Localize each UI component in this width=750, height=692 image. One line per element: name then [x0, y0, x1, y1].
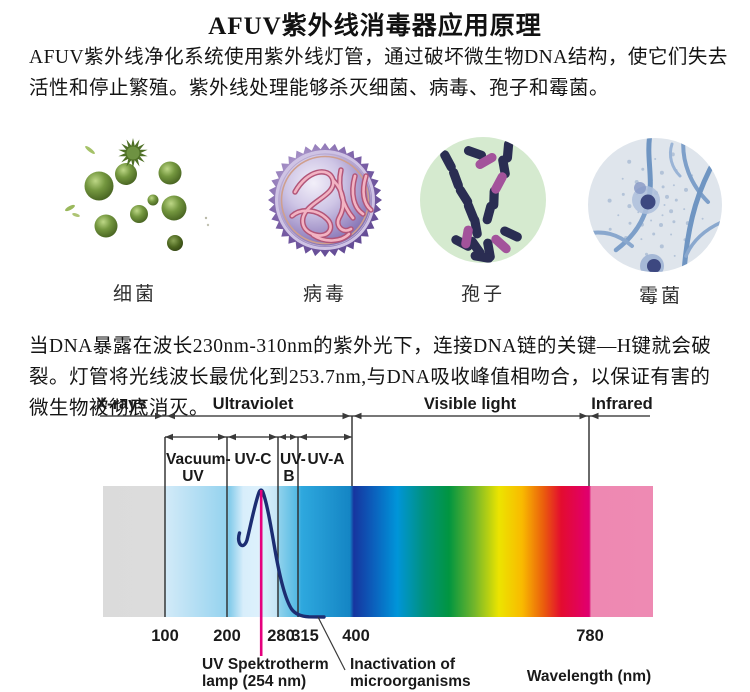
spore-label: 孢子: [460, 284, 505, 305]
bacteria-image: [65, 138, 210, 251]
virus-rna-ribbon: [289, 167, 374, 244]
region-label-uv: Ultraviolet: [213, 395, 294, 413]
spore-image: [420, 137, 546, 263]
tick-200: 200: [213, 627, 241, 645]
tick-400: 400: [342, 627, 370, 645]
subband-label-uvb-line1: UV-: [280, 451, 306, 468]
tick-280: 280: [267, 627, 295, 645]
subband-label-vacuum-uv-line2: UV: [182, 468, 204, 485]
inactivation-label-line2: microorganisms: [350, 673, 471, 690]
tick-780: 780: [576, 627, 604, 645]
spectrum-diagram: X-rays Ultraviolet Visible light Infrare…: [96, 395, 653, 690]
bacteria-label: 细菌: [112, 284, 157, 305]
subband-label-vacuum-uv-line1: Vacuum-: [166, 451, 231, 468]
spectrum-bar: [103, 486, 653, 617]
subband-label-uva: UV-A: [307, 451, 344, 468]
virus-label: 病毒: [302, 284, 347, 305]
uv-emission-curve: [236, 488, 326, 619]
tick-315: 315: [291, 627, 319, 645]
inactivation-label-line1: Inactivation of: [350, 656, 456, 673]
region-label-infrared: Infrared: [591, 395, 652, 413]
inactivation-leader-line: [317, 616, 346, 671]
virus-image: [268, 143, 382, 257]
tick-100: 100: [151, 627, 179, 645]
mold-spore-heads: [632, 182, 664, 272]
mold-image: [588, 138, 722, 272]
region-label-xrays: X-rays: [96, 395, 146, 413]
intro-paragraph: AFUV紫外线净化系统使用紫外线灯管，通过破坏微生物DNA结构，使它们失去活性和…: [29, 47, 728, 99]
lamp-label-line1: UV Spektrotherm: [202, 656, 329, 673]
dna-paragraph: 当DNA暴露在波长230nm-310nm的紫外光下，连接DNA链的关键—H键就会…: [29, 336, 712, 419]
page-title: AFUV紫外线消毒器应用原理: [208, 13, 542, 40]
subband-label-uvc: UV-C: [234, 451, 271, 468]
subband-label-uvb-line2: B: [283, 468, 294, 485]
spore-rod-chains: [440, 139, 522, 263]
lamp-label-line2: lamp (254 nm): [202, 673, 306, 690]
wavelength-axis-label: Wavelength (nm): [527, 668, 651, 685]
region-label-visible: Visible light: [424, 395, 517, 413]
mold-label: 霉菌: [638, 286, 683, 307]
